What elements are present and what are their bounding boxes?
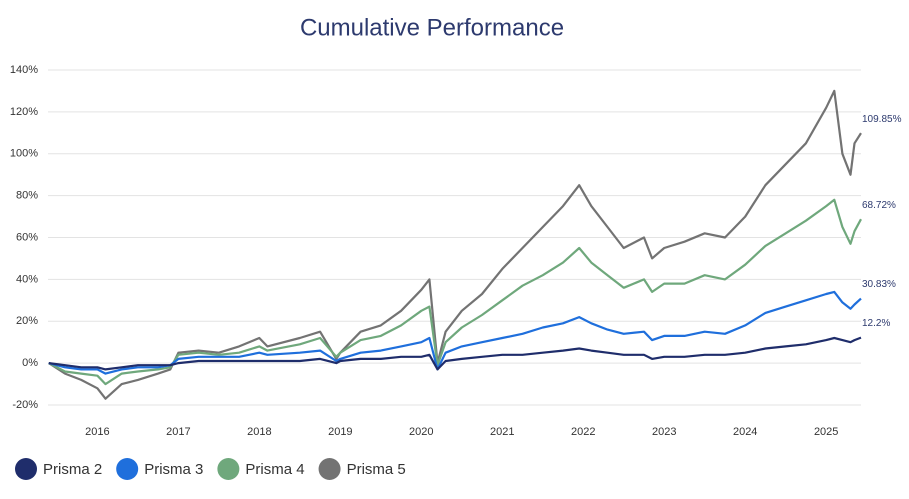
series-line (48, 336, 862, 371)
x-tick-label: 2019 (328, 426, 352, 438)
y-tick-label: 100% (10, 148, 38, 160)
end-label: 30.83% (862, 279, 896, 290)
legend-marker (15, 458, 37, 480)
legend-label: Prisma 4 (245, 461, 304, 478)
y-tick-label: 120% (10, 106, 38, 118)
x-tick-label: 2016 (85, 426, 109, 438)
legend-label: Prisma 3 (144, 461, 203, 478)
x-tick-label: 2022 (571, 426, 595, 438)
x-tick-label: 2018 (247, 426, 271, 438)
y-tick-label: 60% (16, 231, 38, 243)
x-tick-label: 2021 (490, 426, 514, 438)
y-tick-label: 0% (22, 357, 38, 369)
chart-title: Cumulative Performance (300, 14, 564, 41)
series-line (48, 198, 862, 386)
legend-marker (318, 458, 341, 480)
y-tick-label: -20% (12, 399, 38, 411)
y-tick-label: 40% (16, 273, 38, 285)
end-label: 109.85% (862, 114, 902, 125)
x-tick-label: 2025 (814, 426, 838, 438)
x-tick-label: 2024 (733, 426, 757, 438)
x-tick-label: 2020 (409, 426, 433, 438)
end-label: 12.2% (862, 318, 890, 329)
legend-marker (116, 458, 139, 480)
series-line (48, 290, 862, 375)
legend-label: Prisma 2 (43, 461, 102, 478)
end-label: 68.72% (862, 200, 896, 211)
x-tick-label: 2023 (652, 426, 676, 438)
x-tick-label: 2017 (166, 426, 190, 438)
legend-label: Prisma 5 (347, 461, 406, 478)
y-tick-label: 20% (16, 315, 38, 327)
legend-marker (217, 458, 240, 480)
y-tick-label: 80% (16, 190, 38, 202)
y-tick-label: 140% (10, 64, 38, 76)
